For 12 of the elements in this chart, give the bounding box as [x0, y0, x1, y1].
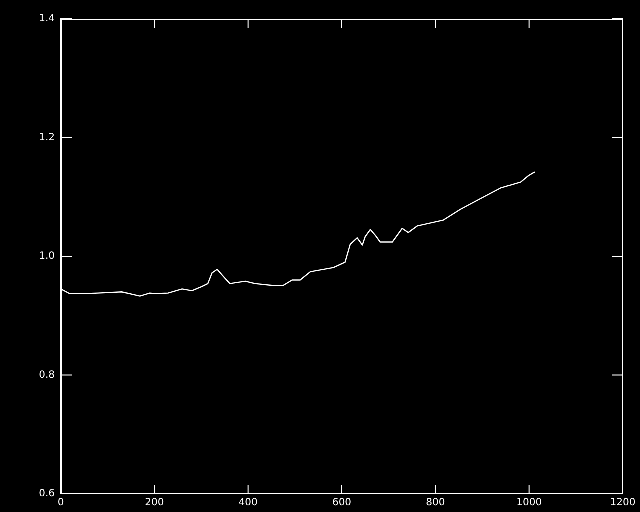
y-tick-label: 0.8 [39, 370, 55, 381]
x-tick-label: 800 [426, 498, 446, 509]
x-tick-label: 200 [145, 498, 164, 509]
y-tick-label: 0.6 [39, 488, 55, 500]
x-tick-label: 400 [238, 498, 258, 509]
x-tick-label: 600 [332, 498, 352, 509]
y-tick-label: 1.4 [39, 14, 55, 25]
y-tick-label: 1.0 [39, 251, 55, 262]
x-tick-label: 1200 [610, 498, 636, 509]
y-tick-label: 1.2 [39, 132, 55, 144]
x-tick-label: 0 [58, 498, 64, 509]
x-tick-label: 1000 [516, 498, 542, 509]
